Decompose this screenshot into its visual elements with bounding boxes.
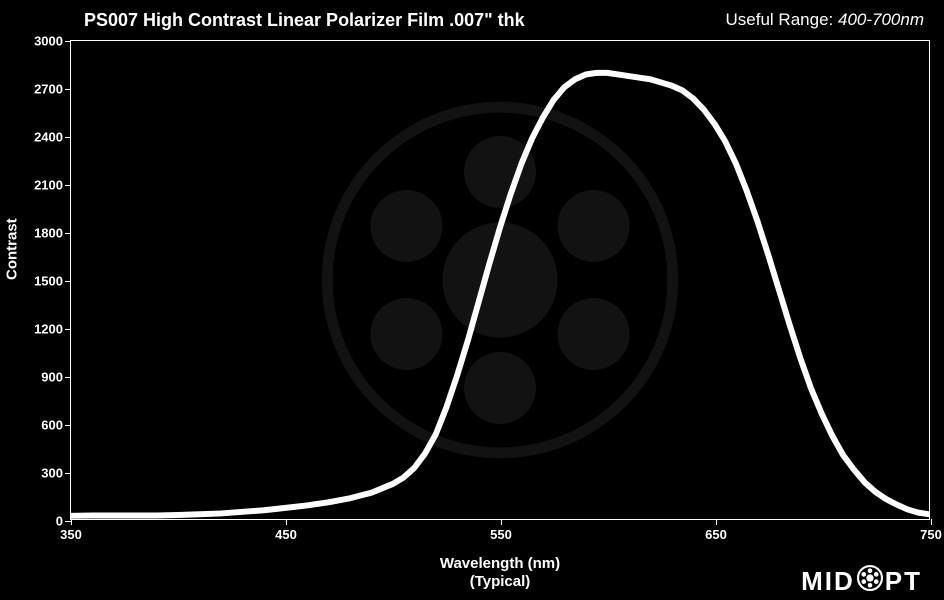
y-tick xyxy=(65,233,71,234)
y-tick xyxy=(65,377,71,378)
y-tick-label: 900 xyxy=(41,370,63,385)
y-tick xyxy=(65,425,71,426)
x-tick xyxy=(286,519,287,525)
plot-svg xyxy=(71,41,929,519)
brand-logo: MID PT xyxy=(801,565,922,598)
useful-range-value: 400-700nm xyxy=(838,10,924,29)
y-tick-label: 2400 xyxy=(34,130,63,145)
x-tick-label: 550 xyxy=(490,527,512,542)
logo-text-right: PT xyxy=(885,566,922,597)
x-tick-label: 350 xyxy=(60,527,82,542)
y-tick-label: 1800 xyxy=(34,226,63,241)
x-tick xyxy=(716,519,717,525)
y-tick xyxy=(65,473,71,474)
x-axis-label: Wavelength (nm) xyxy=(440,555,560,572)
x-tick-label: 450 xyxy=(275,527,297,542)
filter-wheel-icon xyxy=(857,565,883,598)
y-tick-label: 1500 xyxy=(34,274,63,289)
x-tick xyxy=(71,519,72,525)
y-tick xyxy=(65,41,71,42)
x-axis-title: Wavelength (nm) (Typical) xyxy=(440,555,560,591)
chart-title: PS007 High Contrast Linear Polarizer Fil… xyxy=(84,10,525,31)
y-tick-label: 600 xyxy=(41,418,63,433)
y-tick-label: 3000 xyxy=(34,34,63,49)
y-tick xyxy=(65,89,71,90)
y-tick-label: 300 xyxy=(41,466,63,481)
y-tick-label: 2700 xyxy=(34,82,63,97)
x-axis-sublabel: (Typical) xyxy=(440,573,560,591)
plot-area: 03006009001200150018002100240027003000 3… xyxy=(70,40,930,520)
contrast-curve xyxy=(71,73,929,516)
y-axis-title: Contrast xyxy=(4,218,21,280)
x-tick xyxy=(501,519,502,525)
useful-range-label: Useful Range: xyxy=(726,10,834,29)
y-tick-label: 2100 xyxy=(34,178,63,193)
x-tick xyxy=(931,519,932,525)
y-tick-label: 1200 xyxy=(34,322,63,337)
x-tick-label: 650 xyxy=(705,527,727,542)
y-tick xyxy=(65,329,71,330)
y-tick xyxy=(65,185,71,186)
y-tick xyxy=(65,137,71,138)
x-tick-label: 750 xyxy=(920,527,942,542)
logo-text-left: MID xyxy=(801,566,855,597)
useful-range: Useful Range: 400-700nm xyxy=(726,10,924,30)
y-tick xyxy=(65,281,71,282)
chart-container: PS007 High Contrast Linear Polarizer Fil… xyxy=(0,0,944,600)
